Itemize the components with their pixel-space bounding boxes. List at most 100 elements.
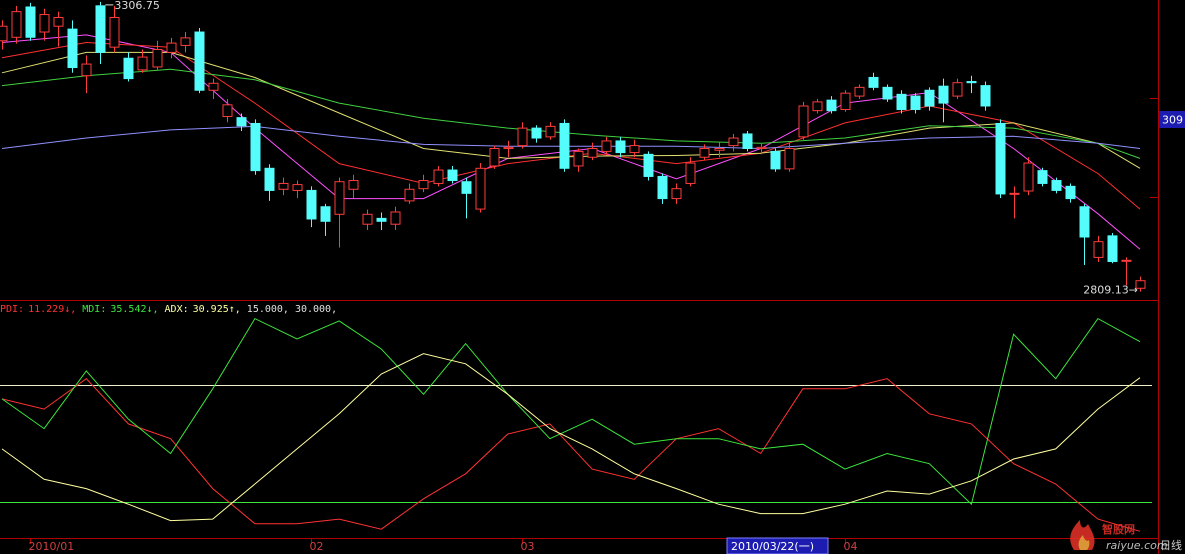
- candle-body: [882, 86, 893, 100]
- candle-body: [1037, 170, 1048, 184]
- indicator-line: [1, 378, 1141, 532]
- candle-body: [152, 49, 163, 68]
- price-tag: 309: [1162, 114, 1183, 127]
- candle-body: [503, 146, 514, 150]
- candle-body: [53, 16, 64, 27]
- candle-body: [868, 76, 879, 88]
- candle-body: [742, 133, 753, 150]
- candle-body: [910, 95, 921, 110]
- legend-reference: 15.000,: [247, 304, 289, 315]
- x-tick-label: 03: [521, 540, 535, 553]
- candle-body: [615, 140, 626, 154]
- candle-body: [306, 189, 317, 220]
- candle-body: [67, 28, 78, 69]
- candle-body: [208, 82, 219, 91]
- candle-body: [1079, 206, 1090, 238]
- candle-body: [320, 206, 331, 222]
- candle-body: [896, 93, 907, 110]
- candle-body: [714, 148, 725, 151]
- candle-body: [334, 181, 345, 215]
- candle-body: [447, 169, 458, 182]
- candle-body: [770, 150, 781, 170]
- candle-body: [1065, 185, 1076, 200]
- candle-body: [1051, 180, 1062, 191]
- candle-body: [966, 81, 977, 84]
- candle-body: [517, 127, 528, 147]
- price-tag-box: [1159, 111, 1185, 128]
- candle-body: [11, 11, 22, 38]
- legend-name: PDI:: [0, 304, 24, 315]
- candle-body: [671, 188, 682, 200]
- candle-body: [236, 117, 247, 127]
- candle-body: [1135, 280, 1146, 289]
- x-tick-label: 02: [310, 540, 324, 553]
- candle-body: [81, 63, 92, 77]
- candle-body: [784, 148, 795, 170]
- candle-body: [95, 5, 106, 53]
- candle-body: [798, 105, 809, 138]
- candle-body: [433, 169, 444, 184]
- candle-body: [418, 180, 429, 190]
- legend-value: 35.542↓,: [110, 304, 158, 315]
- candle-body: [194, 31, 205, 91]
- candle-body: [980, 85, 991, 107]
- candle-body: [840, 92, 851, 110]
- candle-body: [1093, 241, 1104, 258]
- candle-body: [545, 125, 556, 138]
- candle-body: [1121, 259, 1132, 262]
- plot-layer: 3306.75 2809.13→: [0, 0, 1158, 532]
- watermark-icon-inner: [1078, 535, 1090, 550]
- watermark: 智股网 raiyue.com: [1070, 520, 1168, 552]
- cursor-label-box: [726, 537, 829, 554]
- candle-body: [559, 122, 570, 169]
- candle-body: [657, 175, 668, 200]
- candle-body: [390, 211, 401, 225]
- candle-body: [952, 82, 963, 97]
- candle-body: [109, 16, 120, 48]
- low-label: 2809.13→: [1083, 284, 1138, 297]
- candle-body: [601, 140, 612, 152]
- candle-body: [587, 148, 598, 158]
- candle-body: [728, 137, 739, 147]
- legend-name: MDI:: [82, 304, 106, 315]
- watermark-url: raiyue.com: [1106, 539, 1168, 552]
- candle-body: [1009, 192, 1020, 195]
- candle-body: [348, 180, 359, 190]
- candle-body: [264, 167, 275, 191]
- candle-body: [699, 148, 710, 158]
- candle-body: [643, 153, 654, 177]
- candle-body: [461, 181, 472, 194]
- candle-body: [629, 145, 640, 154]
- legend-value: 30.925↑,: [193, 304, 241, 315]
- candle-body: [854, 86, 865, 97]
- candle-body: [39, 14, 50, 33]
- candle-body: [0, 25, 8, 42]
- candle-body: [1107, 235, 1118, 262]
- indicator-legend: PDI: 11.229↓, MDI: 35.542↓, ADX: 30.925↑, 15.0…: [0, 304, 337, 315]
- x-tick-label: 2010/01: [29, 540, 75, 553]
- candle-body: [995, 122, 1006, 195]
- candle-body: [756, 146, 767, 150]
- candle-body: [573, 150, 584, 167]
- legend-name: ADX:: [165, 304, 189, 315]
- candle-body: [812, 101, 823, 112]
- candle-body: [292, 184, 303, 191]
- high-label: 3306.75: [114, 0, 159, 12]
- period-label: 日线: [1160, 538, 1182, 552]
- legend-value: 11.229↓,: [28, 304, 76, 315]
- candle-body: [250, 122, 261, 172]
- x-tick-label: 04: [844, 540, 858, 553]
- candle-body: [685, 162, 696, 184]
- candle-body: [531, 127, 542, 139]
- candle-body: [404, 188, 415, 202]
- candle-body: [1023, 162, 1034, 192]
- candle-body: [166, 42, 177, 53]
- indicator-line: [1, 353, 1141, 522]
- candle-body: [222, 104, 233, 117]
- candle-body: [489, 148, 500, 167]
- candle-body: [924, 89, 935, 107]
- watermark-title: 智股网: [1102, 522, 1135, 536]
